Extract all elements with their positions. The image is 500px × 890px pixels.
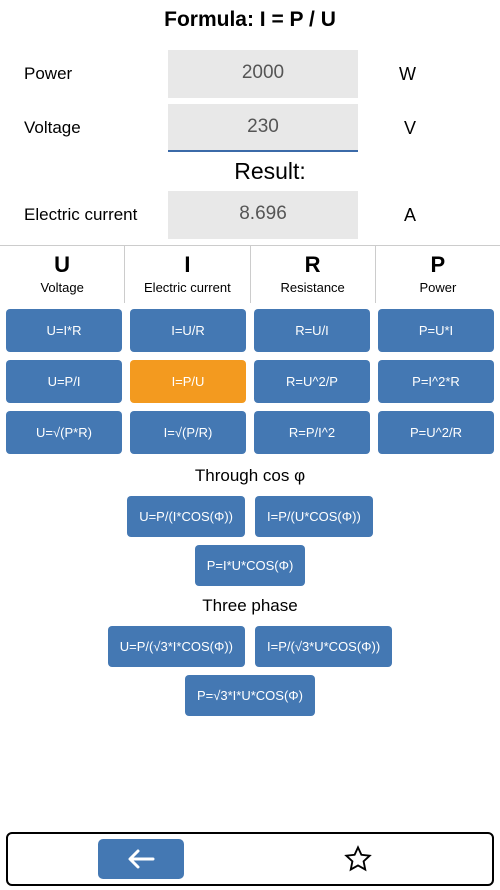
cosphi-row2: P=I*U*COS(Φ) — [0, 541, 500, 590]
cosphi-i-button[interactable]: I=P/(U*COS(Φ)) — [255, 496, 373, 537]
formula-button[interactable]: U=P/I — [6, 360, 122, 403]
three-row1: U=P/(√3*I*COS(Φ)) I=P/(√3*U*COS(Φ)) — [0, 622, 500, 671]
voltage-row: Voltage 230 V — [18, 104, 482, 152]
formula-button[interactable]: P=U*I — [378, 309, 494, 352]
power-label: Power — [18, 64, 168, 84]
three-i-button[interactable]: I=P/(√3*U*COS(Φ)) — [255, 626, 392, 667]
col-i-symbol: I — [125, 252, 249, 278]
formula-button[interactable]: R=U^2/P — [254, 360, 370, 403]
col-r-name: Resistance — [251, 280, 375, 295]
col-u: U Voltage — [0, 246, 125, 303]
result-row: Electric current 8.696 A — [18, 191, 482, 239]
formula-button[interactable]: R=U/I — [254, 309, 370, 352]
formula-button[interactable]: R=P/I^2 — [254, 411, 370, 454]
col-r: R Resistance — [251, 246, 376, 303]
result-label: Electric current — [18, 205, 168, 225]
arrow-left-icon — [127, 848, 155, 870]
voltage-label: Voltage — [18, 118, 168, 138]
result-value: 8.696 — [168, 191, 358, 239]
col-i-name: Electric current — [125, 280, 249, 295]
col-i: I Electric current — [125, 246, 250, 303]
three-row2: P=√3*I*U*COS(Φ) — [0, 671, 500, 720]
formula-button[interactable]: I=√(P/R) — [130, 411, 246, 454]
cosphi-u-button[interactable]: U=P/(I*COS(Φ)) — [127, 496, 245, 537]
power-input[interactable]: 2000 — [168, 50, 358, 98]
result-heading: Result: — [40, 158, 500, 185]
cosphi-row1: U=P/(I*COS(Φ)) I=P/(U*COS(Φ)) — [0, 492, 500, 541]
favorite-area[interactable] — [224, 845, 492, 873]
cosphi-p-button[interactable]: P=I*U*COS(Φ) — [195, 545, 306, 586]
formula-button[interactable]: I=U/R — [130, 309, 246, 352]
col-p-symbol: P — [376, 252, 500, 278]
power-row: Power 2000 W — [18, 50, 482, 98]
power-unit: W — [358, 64, 428, 85]
star-icon — [344, 845, 372, 873]
formula-title: Formula: I = P / U — [0, 0, 500, 44]
bottom-bar — [6, 832, 494, 886]
three-heading: Three phase — [0, 596, 500, 616]
formula-button[interactable]: P=I^2*R — [378, 360, 494, 403]
formula-button[interactable]: P=U^2/R — [378, 411, 494, 454]
three-u-button[interactable]: U=P/(√3*I*COS(Φ)) — [108, 626, 245, 667]
col-p-name: Power — [376, 280, 500, 295]
result-unit: A — [358, 205, 428, 226]
columns-header: U Voltage I Electric current R Resistanc… — [0, 245, 500, 303]
three-p-button[interactable]: P=√3*I*U*COS(Φ) — [185, 675, 315, 716]
back-button[interactable] — [98, 839, 184, 879]
cosphi-heading: Through cos φ — [0, 466, 500, 486]
formula-button[interactable]: I=P/U — [130, 360, 246, 403]
col-u-name: Voltage — [0, 280, 124, 295]
col-u-symbol: U — [0, 252, 124, 278]
formula-grid: U=I*RI=U/RR=U/IP=U*I U=P/II=P/UR=U^2/PP=I… — [0, 303, 500, 460]
formula-button[interactable]: U=I*R — [6, 309, 122, 352]
col-p: P Power — [376, 246, 500, 303]
col-r-symbol: R — [251, 252, 375, 278]
voltage-unit: V — [358, 118, 428, 139]
formula-button[interactable]: U=√(P*R) — [6, 411, 122, 454]
voltage-input[interactable]: 230 — [168, 104, 358, 152]
